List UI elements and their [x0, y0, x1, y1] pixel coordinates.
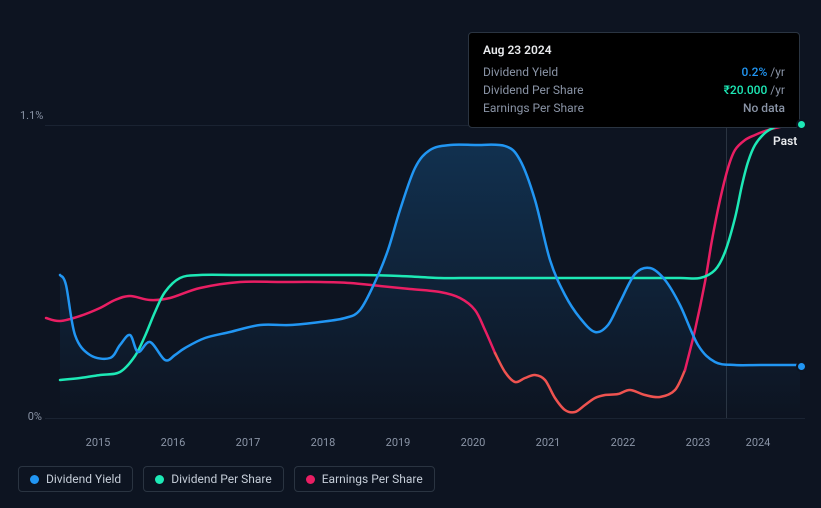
tooltip-row: Dividend Per Share ₹20.000 /yr: [483, 81, 785, 99]
x-axis-tick: 2016: [161, 436, 186, 449]
tooltip: Aug 23 2024 Dividend Yield0.2% /yrDivide…: [468, 32, 800, 128]
x-axis-tick: 2020: [461, 436, 486, 449]
tooltip-row-label: Dividend Yield: [483, 63, 558, 81]
legend: Dividend Yield Dividend Per Share Earnin…: [18, 466, 435, 492]
legend-label: Dividend Per Share: [171, 472, 272, 486]
legend-dot-icon: [30, 475, 39, 484]
x-axis-tick: 2023: [686, 436, 711, 449]
x-axis-tick: 2024: [746, 436, 771, 449]
x-axis-tick: 2018: [311, 436, 336, 449]
tooltip-row-label: Dividend Per Share: [483, 81, 584, 99]
legend-item-dividend-yield[interactable]: Dividend Yield: [18, 466, 133, 492]
legend-item-earnings-per-share[interactable]: Earnings Per Share: [294, 466, 435, 492]
tooltip-row: Dividend Yield 0.2% /yr: [483, 63, 785, 81]
x-axis-tick: 2019: [386, 436, 411, 449]
current-date-line: [726, 125, 727, 418]
past-label: Past: [773, 134, 797, 148]
tooltip-row-value: 0.2% /yr: [742, 63, 785, 81]
x-axis-tick: 2022: [611, 436, 636, 449]
x-axis-tick: 2017: [236, 436, 261, 449]
tooltip-row-value: ₹20.000 /yr: [724, 81, 785, 99]
gridline-bottom: [45, 418, 805, 419]
series-end-dot: [796, 361, 807, 372]
x-axis-tick: 2021: [536, 436, 561, 449]
legend-dot-icon: [155, 475, 164, 484]
tooltip-row-label: Earnings Per Share: [483, 99, 584, 117]
legend-item-dividend-per-share[interactable]: Dividend Per Share: [143, 466, 284, 492]
y-axis-label-top: 1.1%: [20, 109, 42, 122]
y-axis-label-bottom: 0%: [20, 410, 42, 423]
tooltip-row: Earnings Per Share No data: [483, 99, 785, 117]
tooltip-row-value: No data: [743, 99, 785, 117]
tooltip-date: Aug 23 2024: [483, 43, 785, 57]
x-axis-tick: 2015: [86, 436, 111, 449]
legend-label: Earnings Per Share: [322, 472, 423, 486]
legend-dot-icon: [306, 475, 315, 484]
legend-label: Dividend Yield: [46, 472, 121, 486]
series-end-dot: [796, 119, 807, 130]
